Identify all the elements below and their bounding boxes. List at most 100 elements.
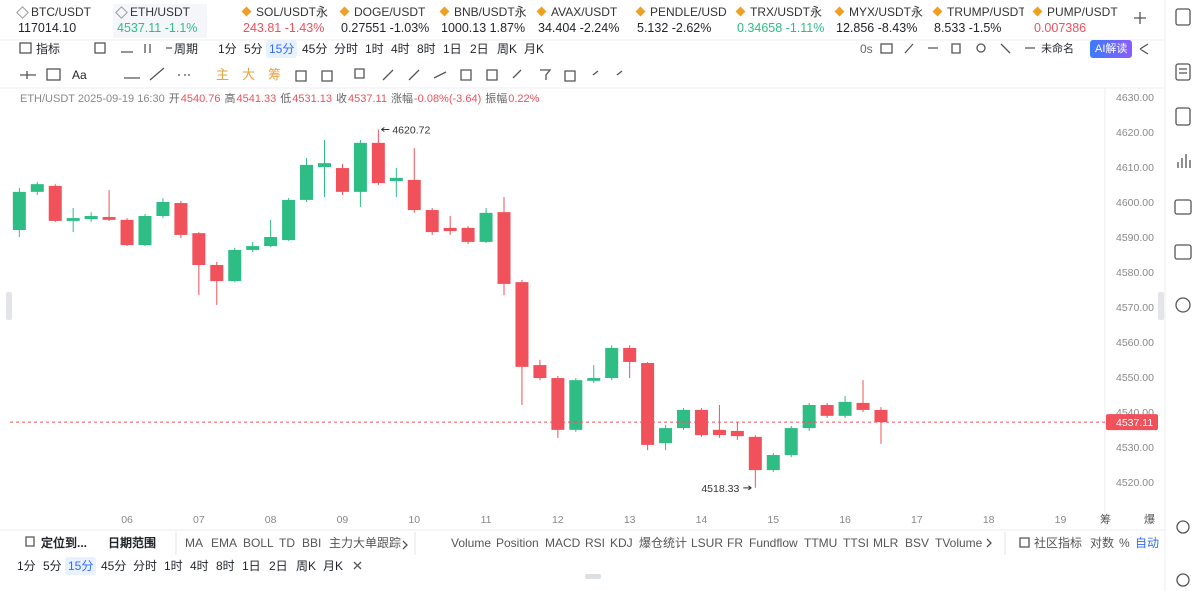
font-tool[interactable]: Aa [72, 68, 87, 82]
sub-indicator[interactable]: MLR [873, 536, 899, 550]
layout-button[interactable]: 未命名 [1041, 43, 1074, 55]
candle-body [407, 179, 421, 211]
bottom-icons[interactable] [25, 536, 1030, 548]
sidebar-icons[interactable] [1174, 8, 1192, 587]
community-indicators[interactable]: 社区指标 [1034, 536, 1083, 550]
ticker[interactable]: MYX/USDT永续12.856 -8.43% [832, 4, 926, 38]
main-indicator[interactable]: MA [185, 536, 203, 550]
y-tick-label: 4580.00 [1116, 267, 1154, 279]
y-tick-label: 4520.00 [1116, 477, 1154, 489]
date-range-button[interactable]: 日期范围 [108, 536, 157, 550]
auto-toggle[interactable]: 自动 [1135, 536, 1160, 550]
interval-button[interactable]: 1分 [218, 42, 237, 56]
draw-tool-icons[interactable] [20, 67, 623, 82]
draw-tool[interactable]: 筹 [268, 67, 282, 82]
ticker-price: 8.533 [934, 21, 966, 35]
indicator-button[interactable]: 指标 [36, 42, 61, 56]
sub-indicator[interactable]: Volume [451, 536, 492, 550]
draw-tool[interactable]: 大 [242, 67, 256, 82]
interval-button[interactable]: 1时 [365, 42, 384, 56]
sub-indicator[interactable]: BSV [905, 536, 930, 550]
ticker[interactable]: ETH/USDT 4537.11 -1.1% [113, 4, 207, 38]
interval-button[interactable]: 8时 [216, 559, 235, 573]
interval-button[interactable]: 月K [323, 559, 344, 573]
interval-button[interactable]: 5分 [244, 42, 263, 56]
chart-tool: 爆 [1144, 512, 1155, 526]
sub-indicator[interactable]: LSUR [691, 536, 724, 550]
interval-button[interactable]: 4时 [190, 559, 209, 573]
interval-button[interactable]: 1时 [164, 559, 183, 573]
right-handle[interactable] [1158, 292, 1164, 320]
interval-button[interactable]: 周K [296, 559, 317, 573]
ticker[interactable]: DOGE/USDT永续0.27551 -1.03% [337, 4, 431, 38]
log-toggle[interactable]: 对数 [1090, 536, 1115, 550]
ticker-change: -0.05 [18, 37, 47, 38]
ticker[interactable]: TRUMP/USDT 8.533 -1.5% [930, 4, 1024, 38]
ticker[interactable]: AVAX/USDT永续34.404 -2.24% [534, 4, 628, 38]
ticker-value: 0.34658 -1.11% [733, 20, 827, 36]
candle-body [515, 282, 529, 367]
sub-indicator[interactable]: KDJ [610, 536, 633, 550]
interval-button[interactable]: 15分 [65, 557, 97, 575]
info-value: 0.22% [508, 93, 540, 105]
sub-indicator[interactable]: MACD [545, 536, 581, 550]
interval-button[interactable]: 45分 [101, 559, 127, 573]
main-indicator[interactable]: TD [279, 536, 295, 550]
interval-button[interactable]: 月K [524, 42, 545, 56]
interval-button[interactable]: 8时 [417, 42, 436, 56]
toolbar-icons[interactable] [19, 42, 1149, 55]
ticker-price: 0.27551 [341, 21, 387, 35]
main-indicator[interactable]: 主力大单跟踪 [329, 536, 402, 550]
interval-button[interactable]: 2日 [269, 559, 288, 573]
sub-indicator[interactable]: TTMU [804, 536, 838, 550]
interval-button[interactable]: 1分 [17, 559, 36, 573]
ticker-change: -1.43% [284, 21, 325, 35]
sub-indicator[interactable]: Position [496, 536, 539, 550]
interval-button[interactable]: 分时 [133, 559, 158, 573]
ticker[interactable]: BNB/USDT永续1000.13 1.87% [437, 4, 531, 38]
sub-indicator[interactable]: 爆仓统计 [639, 536, 688, 550]
x-tick-label: 09 [337, 514, 349, 526]
candle-body [156, 202, 170, 216]
sub-indicator[interactable]: RSI [585, 536, 606, 550]
ticker[interactable]: PUMP/USDT永续0.007386 -5.56% [1030, 4, 1124, 38]
sub-indicator[interactable]: FR [727, 536, 743, 550]
ticker-name: MYX/USDT永续 [832, 4, 926, 20]
candle-body [228, 249, 242, 282]
main-indicator[interactable]: BBI [302, 536, 322, 550]
interval-button[interactable]: 1日 [443, 42, 462, 56]
period-button[interactable]: 周期 [174, 42, 199, 56]
ticker-value: 34.404 -2.24% [534, 20, 628, 36]
ticker[interactable]: PENDLE/USDT 5.132 -2.62% [633, 4, 727, 38]
ticker-change: -1.03% [389, 21, 430, 35]
ticker-icon [16, 6, 29, 19]
sub-indicator[interactable]: TVolume [935, 536, 983, 550]
main-indicator[interactable]: BOLL [243, 536, 274, 550]
chevrons[interactable] [353, 538, 992, 570]
main-indicator[interactable]: EMA [211, 536, 238, 550]
ticker-price: 117014.10 [18, 21, 77, 35]
interval-button[interactable]: 15分 [266, 40, 298, 58]
sub-indicator[interactable]: Fundflow [749, 536, 798, 550]
ticker[interactable]: TRX/USDT永续0.34658 -1.11% [733, 4, 827, 38]
interval-button[interactable]: 5分 [43, 559, 62, 573]
interval-button[interactable]: 1日 [242, 559, 261, 573]
candle-body [335, 168, 349, 192]
candle-body [174, 203, 188, 235]
interval-button[interactable]: 周K [497, 42, 518, 56]
locate-button[interactable]: 定位到... [41, 536, 88, 550]
draw-tool[interactable]: 主 [216, 67, 230, 82]
splitter[interactable] [585, 574, 601, 579]
left-handle[interactable] [6, 292, 12, 320]
sub-indicator[interactable]: TTSI [843, 536, 869, 550]
ticker[interactable]: SOL/USDT永续243.81 -1.43% [239, 4, 333, 38]
interval-button[interactable]: 分时 [334, 42, 359, 56]
percent-toggle[interactable]: % [1119, 536, 1130, 550]
ai-button[interactable]: AI解读 [1090, 40, 1133, 58]
y-tick-label: 4610.00 [1116, 162, 1154, 174]
interval-button[interactable]: 2日 [470, 42, 489, 56]
add-icon[interactable] [1134, 12, 1146, 24]
interval-button[interactable]: 45分 [302, 42, 328, 56]
interval-button[interactable]: 4时 [391, 42, 410, 56]
